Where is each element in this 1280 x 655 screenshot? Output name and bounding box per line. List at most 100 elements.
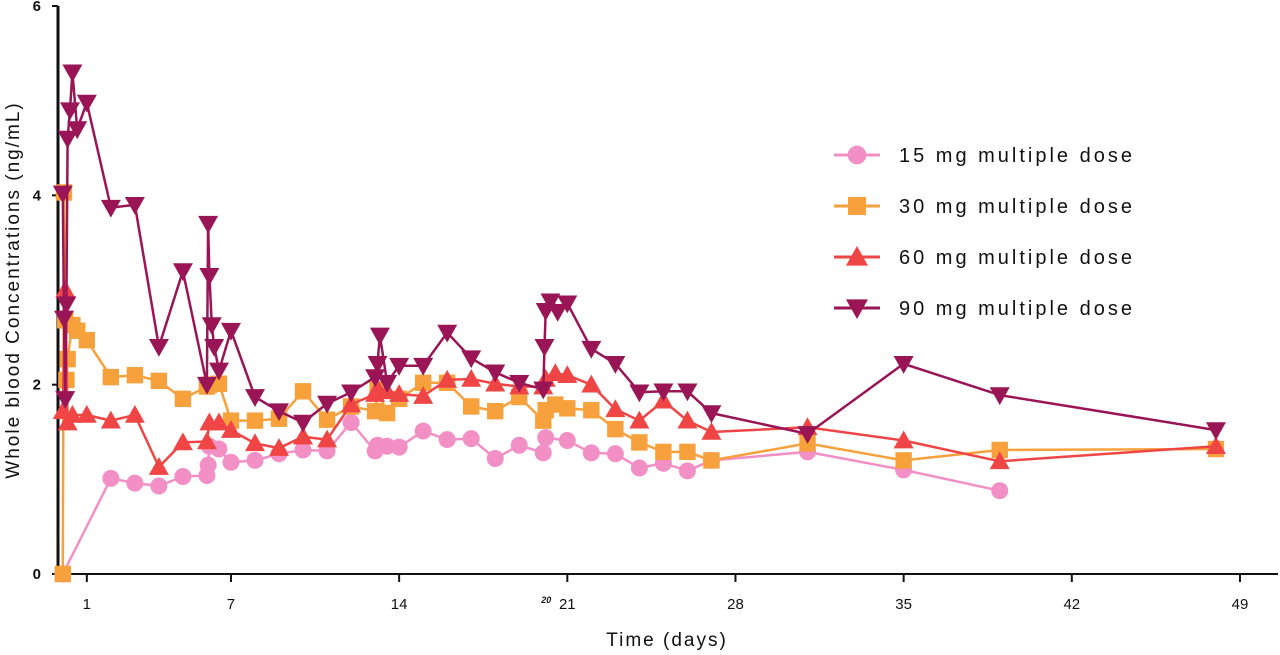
data-point	[895, 452, 912, 469]
data-point	[318, 411, 336, 428]
data-point	[54, 310, 75, 329]
data-point	[54, 565, 72, 583]
x-annotation: 20	[540, 595, 551, 605]
data-point	[605, 399, 626, 418]
data-point	[606, 445, 624, 463]
legend-marker	[847, 145, 867, 165]
data-point	[196, 431, 217, 450]
data-point	[76, 404, 97, 423]
y-tick-label: 4	[33, 187, 42, 204]
data-point	[201, 317, 222, 336]
data-point	[377, 374, 398, 393]
data-point	[1205, 422, 1226, 441]
data-point	[367, 356, 388, 374]
data-point	[413, 386, 434, 404]
data-point	[677, 383, 698, 402]
data-point	[629, 384, 650, 403]
data-point	[342, 414, 360, 432]
legend-marker	[846, 299, 868, 319]
data-point	[557, 295, 578, 314]
data-point	[1205, 436, 1226, 454]
data-point	[462, 430, 480, 448]
data-point	[437, 369, 458, 388]
data-point	[533, 381, 554, 400]
data-point	[222, 453, 240, 471]
data-point	[198, 215, 219, 234]
data-point	[293, 414, 314, 433]
data-point	[67, 121, 88, 140]
data-point	[269, 438, 290, 456]
data-point	[893, 356, 914, 374]
legend-label: 60 mg multiple dose	[899, 247, 1135, 269]
legend-marker	[846, 246, 868, 266]
data-point	[461, 350, 482, 369]
data-point	[148, 339, 169, 357]
data-point	[487, 402, 504, 420]
legend-item: 15 mg multiple dose	[834, 145, 1132, 167]
data-point	[509, 374, 530, 393]
data-point	[317, 395, 338, 414]
data-point	[893, 430, 914, 449]
data-point	[378, 404, 396, 422]
data-point	[62, 404, 83, 423]
x-axis-title: Time (days)	[606, 630, 728, 651]
data-point	[679, 443, 696, 461]
data-point	[701, 405, 722, 424]
data-point	[294, 383, 312, 400]
data-point	[56, 296, 77, 315]
data-point	[60, 102, 81, 121]
data-point	[389, 357, 410, 376]
data-point	[582, 444, 600, 462]
x-tick-label: 49	[1232, 596, 1249, 613]
x-tick-label: 35	[895, 596, 912, 613]
legend-item: 90 mg multiple dose	[834, 298, 1135, 320]
legend-item: 60 mg multiple dose	[834, 246, 1135, 269]
y-axis-title: Whole blood Concentrations (ng/mL)	[3, 101, 24, 478]
y-tick-label: 0	[33, 566, 41, 583]
data-point	[52, 185, 73, 204]
data-point	[78, 331, 96, 349]
data-point	[438, 431, 456, 449]
data-point	[293, 426, 314, 445]
x-tick-label: 42	[1063, 596, 1080, 613]
data-point	[102, 368, 120, 386]
data-point	[989, 387, 1010, 406]
data-point	[199, 268, 220, 286]
data-point	[485, 373, 506, 392]
series-4	[52, 64, 1226, 444]
data-point	[150, 372, 168, 390]
data-point	[581, 374, 602, 393]
data-point	[269, 403, 290, 422]
data-point	[341, 384, 362, 403]
legend-label: 90 mg multiple dose	[899, 298, 1135, 320]
data-point	[204, 339, 225, 357]
data-point	[703, 452, 720, 469]
data-point	[55, 391, 76, 409]
data-point	[55, 280, 76, 298]
data-point	[413, 357, 434, 376]
data-point	[631, 434, 648, 451]
data-point	[246, 412, 264, 429]
data-point	[220, 420, 241, 438]
data-point	[545, 363, 566, 382]
data-point	[389, 384, 410, 402]
legend-marker	[847, 196, 867, 216]
data-point	[294, 441, 312, 459]
data-point	[461, 368, 482, 387]
data-point	[605, 356, 626, 374]
legend-item: 30 mg multiple dose	[834, 196, 1132, 218]
data-point	[208, 362, 229, 381]
data-point	[485, 364, 506, 383]
data-point	[581, 340, 602, 359]
x-tick-label: 21	[559, 596, 576, 613]
data-point	[57, 130, 78, 149]
data-point	[678, 462, 696, 480]
data-point	[100, 410, 121, 429]
data-point	[607, 420, 624, 438]
x-tick-label: 28	[727, 596, 744, 613]
data-point	[62, 64, 83, 83]
data-point	[390, 438, 408, 456]
data-point	[540, 293, 561, 312]
data-point	[463, 398, 480, 415]
